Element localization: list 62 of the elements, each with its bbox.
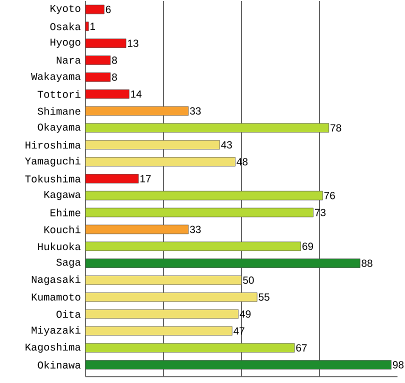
bar (85, 38, 126, 48)
bar (85, 89, 130, 99)
y-tick-label: Hyogo (50, 38, 80, 48)
bar (85, 123, 330, 132)
bar (85, 72, 111, 82)
data-label: 67 (296, 344, 307, 352)
y-tick-label: Nara (56, 56, 81, 64)
data-label: 14 (131, 90, 142, 98)
bar (85, 140, 220, 150)
y-tick-label: Hukuoka (38, 242, 81, 250)
data-label: 17 (140, 174, 151, 182)
y-tick-label: Shimane (38, 106, 80, 115)
bar (85, 55, 111, 65)
data-label: 33 (190, 107, 201, 114)
bar (85, 258, 360, 268)
y-tick-label: Osaka (50, 22, 81, 30)
data-label: 13 (128, 39, 138, 47)
bar (85, 190, 323, 200)
bar (85, 360, 392, 370)
bar (85, 326, 232, 336)
y-tick-label: Hiroshima (26, 140, 81, 148)
data-label: 55 (258, 293, 270, 301)
bar (85, 4, 104, 14)
y-tick-label: Okinawa (38, 360, 81, 368)
y-tick-label: Kyoto (50, 4, 80, 14)
y-tick-label: Saga (56, 258, 81, 268)
y-tick-label: Nagasaki (32, 275, 80, 285)
data-label: 43 (221, 140, 232, 148)
y-tick-label: Tottori (38, 90, 80, 98)
data-label: 69 (302, 242, 314, 250)
data-label: 1 (90, 22, 96, 30)
y-tick-label: Kagawa (44, 190, 81, 200)
data-label: 98 (392, 360, 404, 368)
y-tick-label: Tokushima (25, 174, 81, 182)
y-tick-label: Yamaguchi (25, 156, 80, 166)
bar (85, 292, 258, 302)
bar (85, 342, 295, 352)
data-label: 33 (190, 226, 201, 233)
bar (85, 156, 236, 166)
data-label: 6 (106, 6, 111, 13)
data-label: 50 (243, 276, 254, 284)
data-label: 78 (330, 124, 342, 132)
y-tick-label: Wakayama (31, 72, 81, 82)
y-tick-label: Kouchi (44, 225, 80, 234)
data-label: 88 (362, 259, 372, 267)
y-tick-label: Kagoshima (26, 342, 81, 353)
bar (85, 241, 301, 251)
bar (85, 224, 189, 234)
bar (85, 208, 314, 217)
data-label: 76 (324, 192, 335, 200)
y-tick-label: Kumamoto (32, 293, 80, 300)
y-tick-label: Ehime (50, 208, 80, 216)
y-tick-label: Okayama (38, 122, 81, 133)
bar (85, 22, 89, 31)
bar (85, 309, 239, 318)
bar (85, 275, 242, 285)
bar (85, 174, 139, 184)
y-tick-label: Miyazaki (32, 326, 80, 336)
data-label: 8 (112, 56, 117, 64)
y-tick-label: Oita (56, 310, 81, 318)
bar (85, 106, 189, 116)
data-label: 8 (112, 73, 117, 81)
